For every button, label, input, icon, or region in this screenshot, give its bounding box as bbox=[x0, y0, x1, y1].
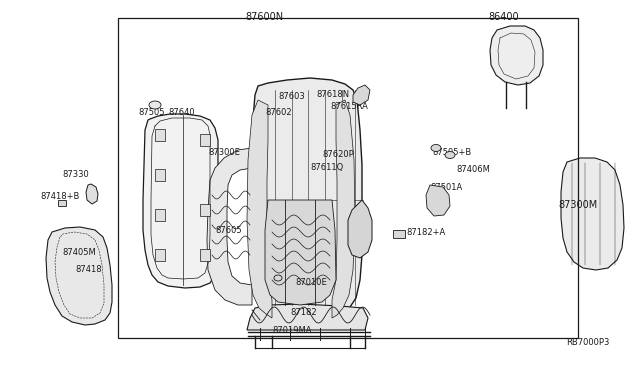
Polygon shape bbox=[348, 200, 372, 258]
Text: 87640: 87640 bbox=[168, 108, 195, 117]
Text: 87505: 87505 bbox=[138, 108, 164, 117]
Bar bbox=[200, 134, 210, 146]
Polygon shape bbox=[490, 26, 543, 85]
Bar bbox=[58, 200, 66, 206]
Text: 87300E: 87300E bbox=[208, 148, 240, 157]
Text: 87501A: 87501A bbox=[430, 183, 462, 192]
Polygon shape bbox=[143, 114, 218, 288]
Text: 87615RA: 87615RA bbox=[330, 102, 368, 111]
Text: 87605: 87605 bbox=[215, 226, 242, 235]
Text: 87010E: 87010E bbox=[295, 278, 327, 287]
Polygon shape bbox=[426, 185, 450, 216]
Polygon shape bbox=[265, 200, 336, 305]
Polygon shape bbox=[207, 148, 252, 305]
Text: RB7000P3: RB7000P3 bbox=[566, 338, 609, 347]
Bar bbox=[155, 249, 165, 261]
Polygon shape bbox=[46, 227, 112, 325]
Text: 87406M: 87406M bbox=[456, 165, 490, 174]
Text: 87600N: 87600N bbox=[245, 12, 283, 22]
Bar bbox=[200, 204, 210, 216]
Polygon shape bbox=[249, 78, 362, 322]
Text: 87330: 87330 bbox=[62, 170, 89, 179]
Text: 87505+B: 87505+B bbox=[432, 148, 471, 157]
Text: 87602: 87602 bbox=[265, 108, 292, 117]
Polygon shape bbox=[247, 100, 272, 318]
Bar bbox=[118, 18, 578, 338]
Ellipse shape bbox=[445, 151, 455, 158]
Text: 87611Q: 87611Q bbox=[310, 163, 343, 172]
Polygon shape bbox=[247, 304, 368, 330]
Bar bbox=[155, 169, 165, 181]
Text: 87182+A: 87182+A bbox=[406, 228, 445, 237]
Text: 87618N: 87618N bbox=[316, 90, 349, 99]
Bar bbox=[155, 209, 165, 221]
Text: 87418: 87418 bbox=[75, 265, 102, 274]
Bar bbox=[200, 249, 210, 261]
Polygon shape bbox=[561, 158, 624, 270]
Polygon shape bbox=[332, 100, 355, 318]
Text: 86400: 86400 bbox=[488, 12, 518, 22]
Text: 87300M: 87300M bbox=[558, 200, 597, 210]
Text: 87182: 87182 bbox=[290, 308, 317, 317]
Ellipse shape bbox=[274, 275, 282, 281]
Polygon shape bbox=[353, 85, 370, 105]
Ellipse shape bbox=[149, 101, 161, 109]
Text: 87019MA: 87019MA bbox=[272, 326, 312, 335]
Text: 87603: 87603 bbox=[278, 92, 305, 101]
Bar bbox=[155, 129, 165, 141]
Ellipse shape bbox=[431, 144, 441, 151]
Text: 87418+B: 87418+B bbox=[40, 192, 79, 201]
Bar bbox=[393, 230, 405, 238]
Text: 87405M: 87405M bbox=[62, 248, 96, 257]
Text: 87620P: 87620P bbox=[322, 150, 354, 159]
Polygon shape bbox=[86, 184, 98, 204]
